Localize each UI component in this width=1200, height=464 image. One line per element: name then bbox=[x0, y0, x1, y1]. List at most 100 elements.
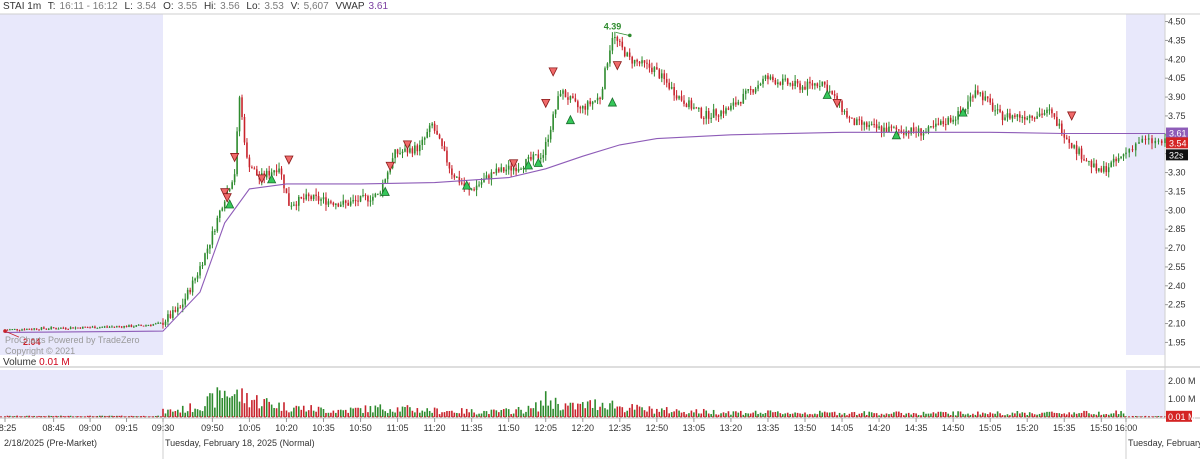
candle-body bbox=[614, 37, 616, 38]
volume-bar bbox=[261, 406, 263, 417]
candle-body bbox=[421, 140, 423, 145]
candle-body bbox=[80, 328, 82, 329]
volume-bar bbox=[839, 413, 841, 417]
candle-body bbox=[528, 157, 530, 159]
volume-bar bbox=[651, 409, 653, 417]
y-tick-label: 3.15 bbox=[1168, 186, 1186, 196]
candle-body bbox=[784, 79, 786, 80]
candle-body bbox=[933, 126, 935, 127]
volume-bar bbox=[26, 416, 28, 417]
chart-header: STAI 1m T:16:11 - 16:12 L:3.54 O:3.55 Hi… bbox=[3, 1, 392, 12]
volume-bar bbox=[505, 408, 507, 417]
candle-body bbox=[118, 326, 120, 327]
volume-bar bbox=[733, 411, 735, 417]
candle-body bbox=[175, 310, 177, 312]
candle-body bbox=[617, 37, 619, 41]
candle-body bbox=[283, 175, 285, 189]
candle-body bbox=[1073, 145, 1075, 148]
candle-body bbox=[686, 104, 688, 107]
volume-bar bbox=[602, 403, 604, 417]
y-tick-label: 2.70 bbox=[1168, 243, 1186, 253]
volume-bar bbox=[718, 415, 720, 417]
candle-body bbox=[545, 142, 547, 155]
candle-body bbox=[898, 129, 900, 130]
candle-body bbox=[977, 90, 979, 93]
candle-body bbox=[24, 329, 26, 330]
volume-bar bbox=[296, 406, 298, 417]
candle-body bbox=[831, 91, 833, 94]
volume-bar bbox=[138, 416, 140, 417]
candle-body bbox=[121, 326, 123, 327]
candle-body bbox=[1054, 113, 1056, 117]
volume-bar bbox=[1051, 412, 1053, 417]
candle-body bbox=[157, 323, 159, 324]
candle-body bbox=[293, 205, 295, 206]
y-tick-label: 4.50 bbox=[1168, 17, 1186, 27]
candle-body bbox=[780, 82, 782, 84]
candle-body bbox=[659, 70, 661, 79]
symbol-label: STAI 1m bbox=[3, 1, 41, 12]
volume-bar bbox=[681, 413, 683, 417]
volume-bar bbox=[592, 408, 594, 417]
volume-bar bbox=[547, 406, 549, 417]
candle-body bbox=[644, 60, 646, 63]
candle-body bbox=[802, 87, 804, 90]
candle-body bbox=[715, 109, 717, 115]
volume-bar bbox=[184, 413, 186, 417]
candle-body bbox=[1125, 153, 1127, 155]
candle-body bbox=[109, 327, 111, 328]
volume-bar bbox=[404, 407, 406, 417]
y-tick-label: 2.40 bbox=[1168, 281, 1186, 291]
candle-body bbox=[333, 203, 335, 205]
vwap-price-tag-label: 3.61 bbox=[1169, 129, 1187, 139]
candle-body bbox=[429, 126, 431, 132]
volume-bar bbox=[221, 398, 223, 417]
volume-bar bbox=[454, 413, 456, 417]
candle-body bbox=[755, 89, 757, 93]
candle-body bbox=[673, 87, 675, 95]
candle-body bbox=[493, 172, 495, 173]
candle-body bbox=[92, 327, 94, 328]
candle-body bbox=[970, 96, 972, 101]
x-tick-label: 15:50 bbox=[1090, 423, 1113, 433]
watermark-line1: ProCharts Powered by TradeZero bbox=[5, 335, 140, 345]
volume-bar bbox=[1021, 412, 1023, 417]
candle-body bbox=[48, 329, 50, 330]
candle-body bbox=[370, 201, 372, 202]
time-value: 16:11 - 16:12 bbox=[60, 1, 118, 12]
candle-body bbox=[342, 201, 344, 205]
volume-bar bbox=[866, 415, 868, 417]
candle-body bbox=[202, 265, 204, 266]
candle-body bbox=[1039, 114, 1041, 116]
volume-bar bbox=[683, 412, 685, 417]
volume-bar bbox=[555, 398, 557, 417]
candle-body bbox=[338, 204, 340, 207]
y-tick-label: 4.35 bbox=[1168, 35, 1186, 45]
volume-bar bbox=[742, 415, 744, 417]
candle-body bbox=[323, 197, 325, 199]
volume-bar bbox=[644, 410, 646, 417]
volume-bar bbox=[231, 396, 233, 417]
candle-body bbox=[896, 127, 898, 129]
volume-bar bbox=[281, 411, 283, 417]
volume-bar bbox=[878, 415, 880, 417]
candle-body bbox=[131, 325, 133, 327]
candle-body bbox=[750, 89, 752, 90]
candle-body bbox=[866, 122, 868, 126]
volume-bar bbox=[952, 411, 954, 417]
volume-bar bbox=[829, 413, 831, 417]
candle-body bbox=[1091, 161, 1093, 167]
candle-body bbox=[1161, 141, 1163, 143]
candle-body bbox=[184, 299, 186, 305]
candle-body bbox=[612, 38, 614, 50]
volume-bar bbox=[910, 415, 912, 417]
volume-bar bbox=[468, 412, 470, 417]
candle-body bbox=[851, 118, 853, 119]
volume-bar bbox=[466, 409, 468, 417]
candle-body bbox=[760, 84, 762, 85]
volume-bar bbox=[266, 398, 268, 417]
volume-bar bbox=[765, 413, 767, 417]
volume-bar bbox=[649, 406, 651, 417]
candle-body bbox=[300, 197, 302, 198]
